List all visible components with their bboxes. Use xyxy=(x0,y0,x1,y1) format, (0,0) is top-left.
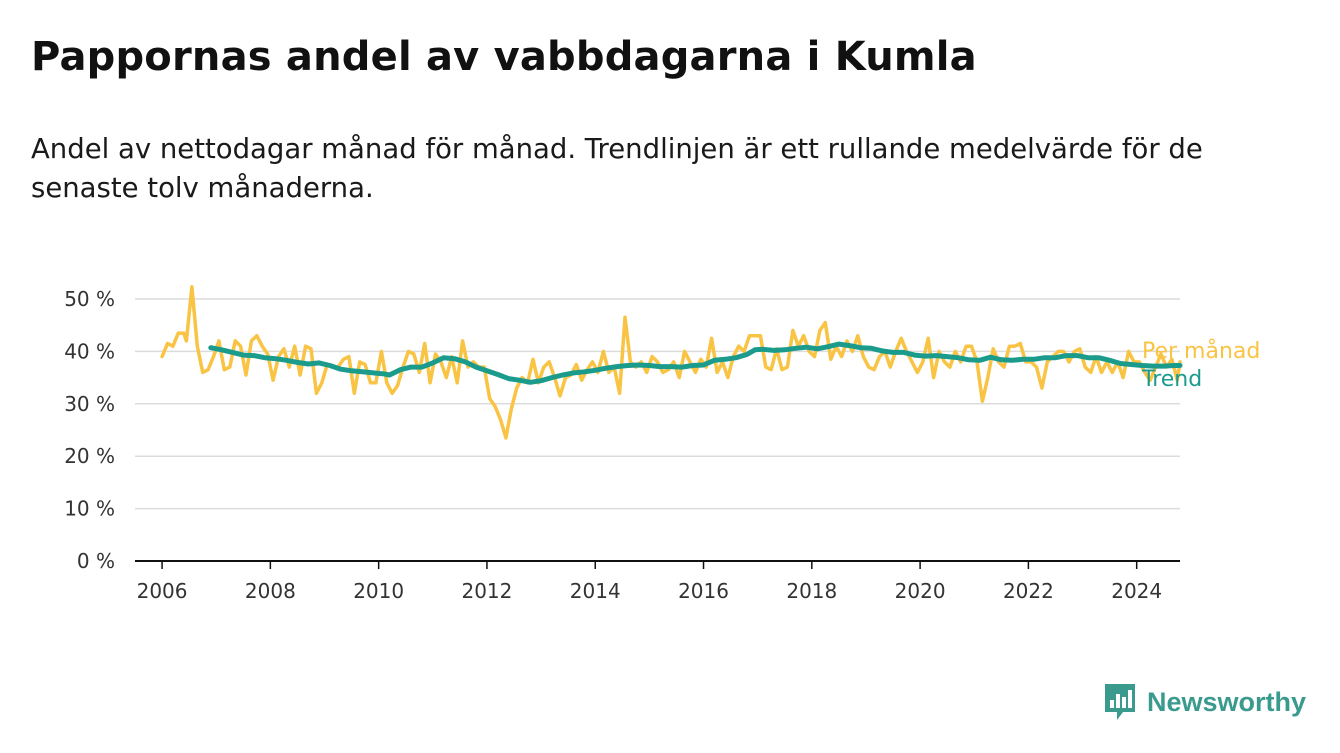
x-tick-label: 2008 xyxy=(245,579,296,603)
y-tick-label: 20 % xyxy=(64,444,115,468)
chart-subtitle: Andel av nettodagar månad för månad. Tre… xyxy=(31,133,1203,204)
x-tick-label: 2022 xyxy=(1003,579,1054,603)
gridlines xyxy=(135,298,1180,510)
y-tick-label: 40 % xyxy=(64,339,115,363)
y-tick-label: 50 % xyxy=(64,287,115,311)
legend-label-trend: Trend xyxy=(1141,367,1202,392)
legend: Per månad Trend xyxy=(1141,338,1260,392)
y-axis-labels: 0 % 10 % 20 % 30 % 40 % 50 % xyxy=(64,287,115,573)
chart-title: Pappornas andel av vabbdagarna i Kumla xyxy=(31,34,977,80)
x-tick-label: 2020 xyxy=(895,579,946,603)
series-lines xyxy=(160,285,1183,440)
series-line-trend xyxy=(208,341,1183,385)
y-tick-label: 0 % xyxy=(77,549,115,573)
x-tick-label: 2016 xyxy=(678,579,729,603)
newsworthy-logo-icon xyxy=(1105,684,1135,720)
legend-label-per-manad: Per månad xyxy=(1142,338,1260,364)
x-tick-label: 2014 xyxy=(570,579,621,603)
y-tick-label: 10 % xyxy=(64,497,115,521)
y-tick-label: 30 % xyxy=(64,392,115,416)
x-tick-label: 2012 xyxy=(461,579,512,603)
x-axis: 2006 2008 2010 2012 2014 2016 2018 2020 2022 2024 xyxy=(135,560,1180,603)
x-tick-label: 2010 xyxy=(353,579,404,603)
x-tick-label: 2018 xyxy=(786,579,837,603)
x-tick-label: 2024 xyxy=(1111,579,1162,603)
x-tick-label: 2006 xyxy=(137,579,188,603)
brand-logo: Newsworthy xyxy=(1103,682,1306,722)
brand-name: Newsworthy xyxy=(1147,686,1307,717)
